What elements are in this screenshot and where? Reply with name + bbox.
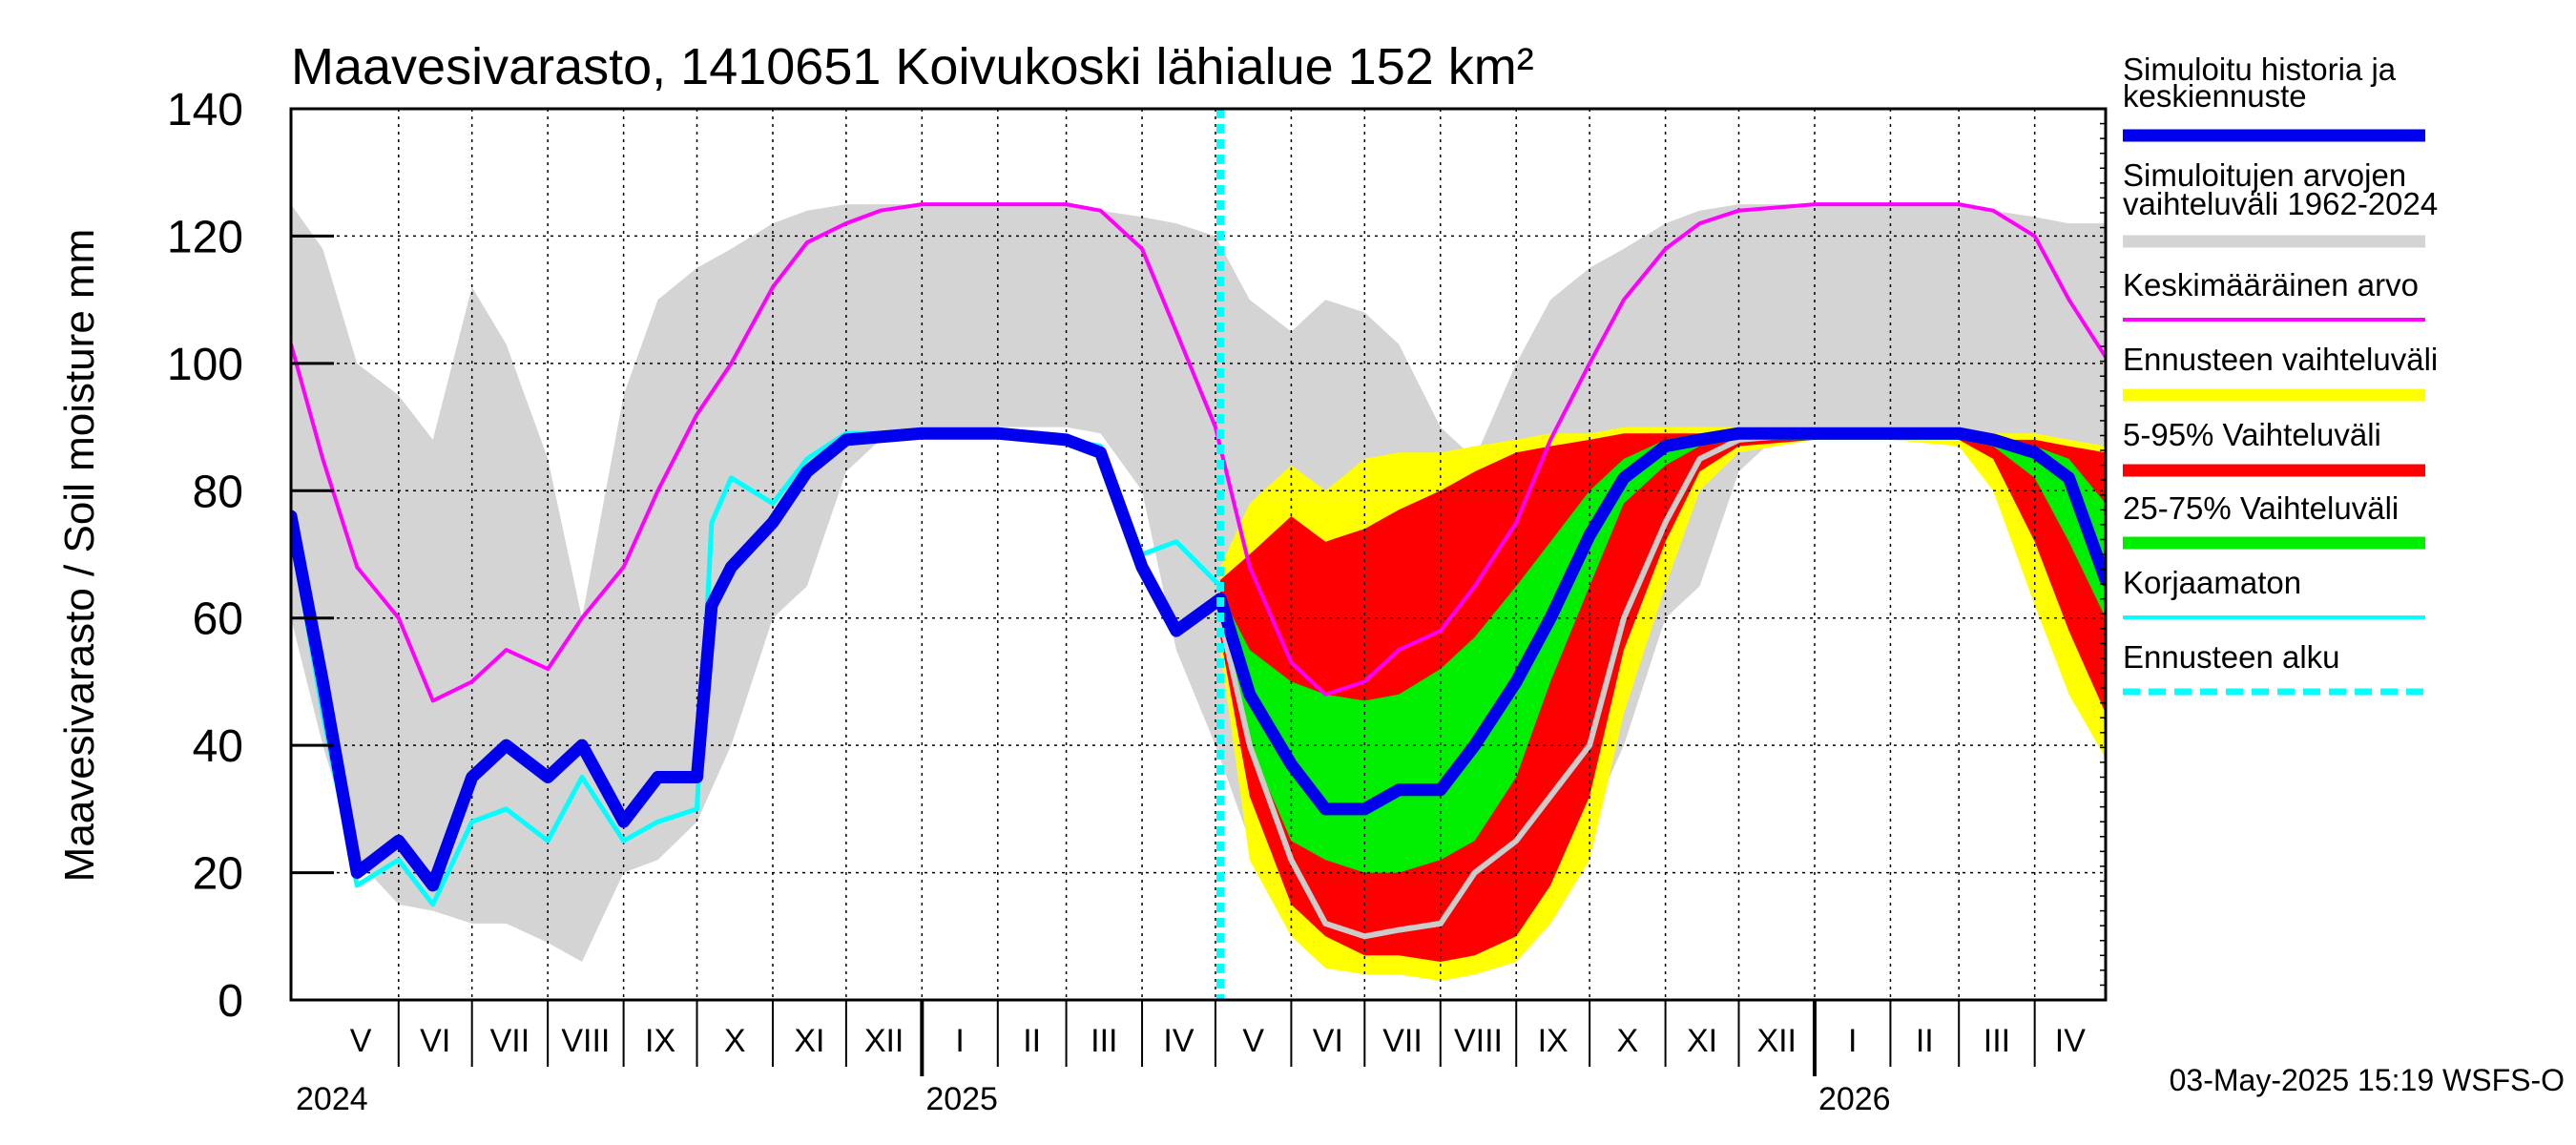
month-label: X (724, 1023, 746, 1059)
month-label: VIII (561, 1023, 610, 1059)
y-axis-label: Maavesivarasto / Soil moisture mm (56, 229, 103, 883)
year-label: 2026 (1818, 1081, 1891, 1117)
y-tick-label: 60 (193, 594, 243, 645)
month-label: IX (645, 1023, 675, 1059)
legend-label: Ennusteen vaihteluväli (2123, 342, 2438, 377)
y-tick-label: 100 (167, 340, 243, 390)
legend-label: Simuloitu historia ja (2123, 52, 2397, 87)
month-label: V (1242, 1023, 1264, 1059)
month-label: II (1023, 1023, 1041, 1059)
y-tick-label: 140 (167, 85, 243, 135)
series-keskim-r-inen-arvo (291, 202, 2106, 703)
legend-label: vaihteluväli 1962-2024 (2123, 186, 2438, 221)
month-label: XII (864, 1023, 904, 1059)
chart-title: Maavesivarasto, 1410651 Koivukoski lähia… (291, 38, 1534, 95)
month-label: X (1617, 1023, 1639, 1059)
legend-label: 5-95% Vaihteluväli (2123, 417, 2381, 452)
legend-label: Ennusteen alku (2123, 639, 2340, 675)
month-label: I (1848, 1023, 1857, 1059)
y-tick-label: 120 (167, 212, 243, 262)
legend-label: 25-75% Vaihteluväli (2123, 490, 2399, 526)
year-label: 2025 (925, 1081, 998, 1117)
grid-lines (291, 108, 2106, 1000)
month-label: XI (1687, 1023, 1717, 1059)
month-label: VI (1313, 1023, 1343, 1059)
y-tick-label: 40 (193, 721, 243, 772)
month-label: I (955, 1023, 964, 1059)
legend-label: Korjaamaton (2123, 565, 2301, 600)
month-label: XII (1756, 1023, 1797, 1059)
range-bands (291, 204, 2106, 982)
legend-label: Simuloitujen arvojen (2123, 157, 2406, 193)
month-label: II (1916, 1023, 1934, 1059)
month-label: IX (1538, 1023, 1568, 1059)
legend-label: keskiennuste (2123, 78, 2307, 114)
legend-label: Keskimääräinen arvo (2123, 267, 2419, 302)
y-tick-label: 0 (218, 976, 243, 1027)
month-label: V (350, 1023, 372, 1059)
month-label: VI (420, 1023, 450, 1059)
y-tick-label: 20 (193, 849, 243, 900)
month-label: III (1984, 1023, 2010, 1059)
series-lines (291, 109, 2106, 1000)
month-label: IV (1163, 1023, 1194, 1059)
band-simuloitujen-arvojen-vaihteluv-li-1962-2024 (291, 204, 2106, 963)
year-label: 2024 (296, 1081, 368, 1117)
month-label: VII (490, 1023, 530, 1059)
series-kuiva-skenaario (1217, 430, 1818, 940)
month-label: XI (794, 1023, 824, 1059)
month-label: IV (2055, 1023, 2086, 1059)
month-label: VII (1382, 1023, 1423, 1059)
series-simuloitu-historia-ja-keskiennuste (291, 427, 2106, 892)
month-label: VIII (1454, 1023, 1503, 1059)
month-label: III (1091, 1023, 1117, 1059)
y-tick-label: 80 (193, 467, 243, 517)
timestamp-footer: 03-May-2025 15:19 WSFS-O (2170, 1063, 2565, 1097)
band-25-75-vaihteluv-li (1220, 433, 2106, 873)
